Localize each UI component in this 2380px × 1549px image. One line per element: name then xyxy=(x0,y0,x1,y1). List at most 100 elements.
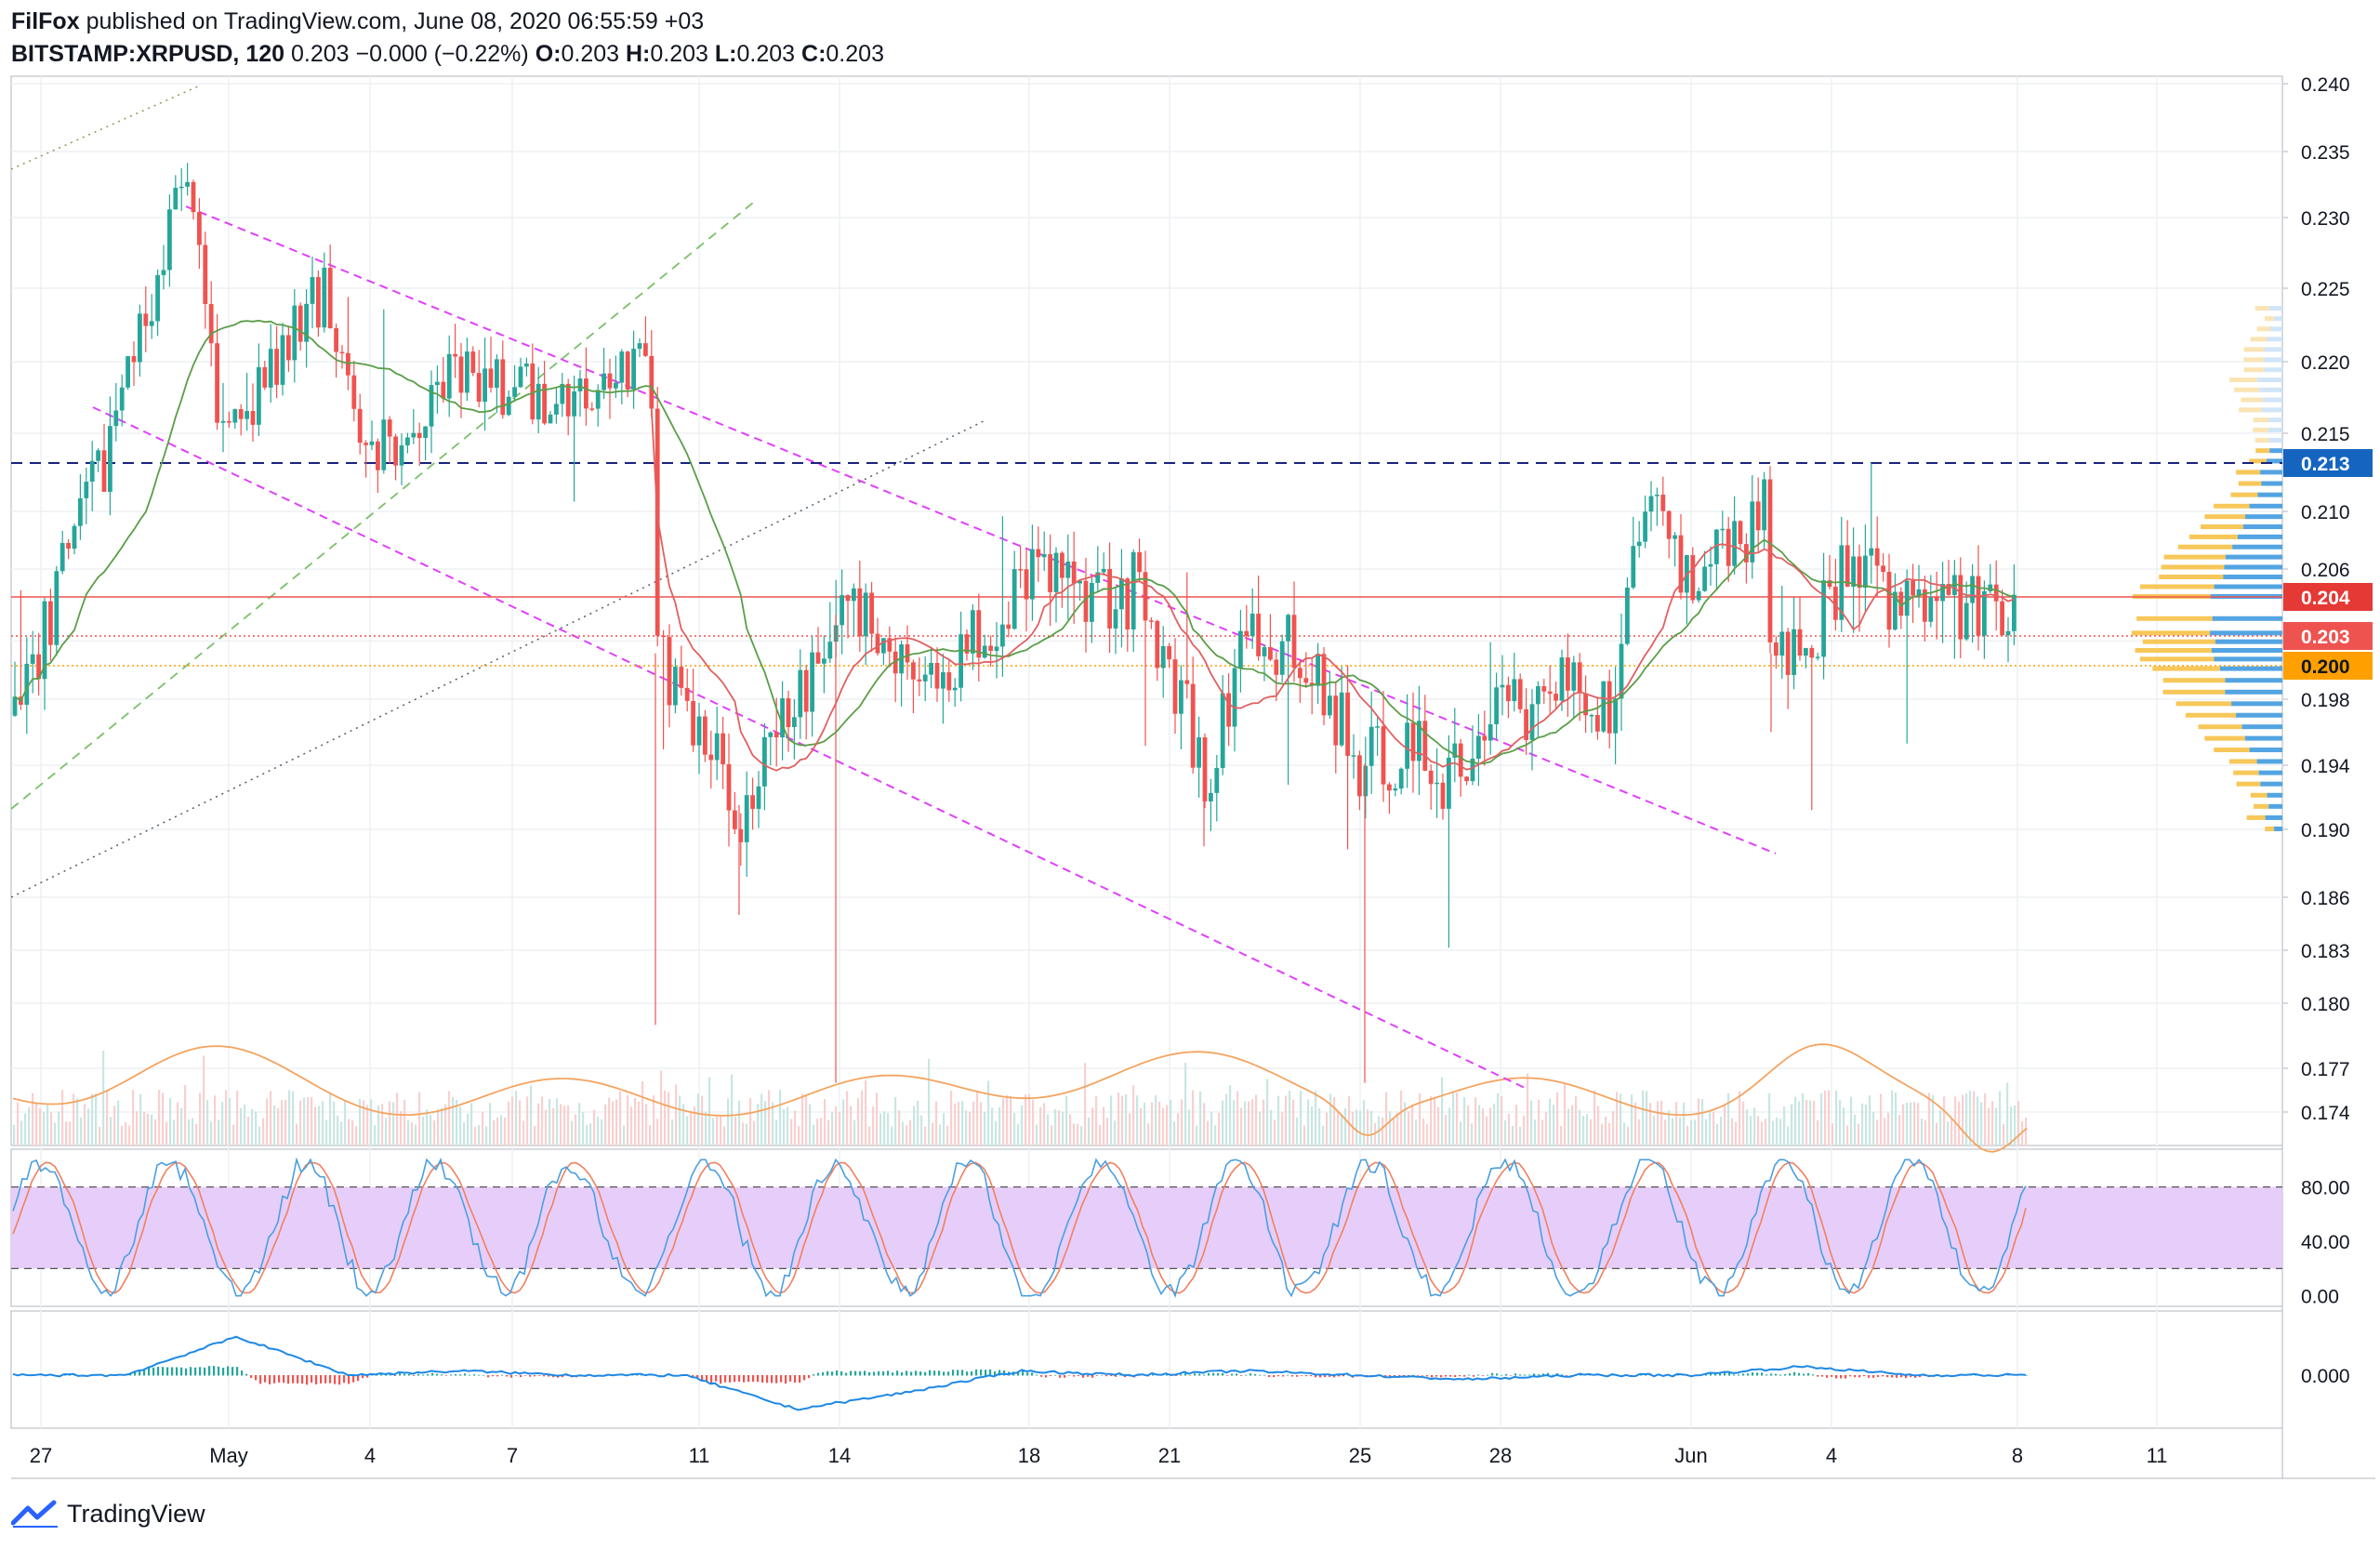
chart-header: FilFox published on TradingView.com, Jun… xyxy=(11,6,884,71)
volume-bar xyxy=(262,1118,265,1145)
volume-bar xyxy=(1928,1092,1931,1145)
volume-bar xyxy=(348,1119,350,1145)
brand-name[interactable]: TradingView xyxy=(67,1499,205,1528)
candle-body xyxy=(667,637,672,706)
macd-histogram-bar xyxy=(743,1375,746,1383)
candle-body xyxy=(1286,615,1290,642)
macd-histogram-bar xyxy=(427,1374,430,1376)
volume-bar xyxy=(615,1099,618,1145)
volume-bar xyxy=(835,1105,838,1145)
volume-bar xyxy=(1445,1115,1448,1145)
candle-body xyxy=(1160,645,1166,669)
author-name[interactable]: FilFox xyxy=(11,8,80,34)
tradingview-logo-icon[interactable] xyxy=(11,1499,60,1529)
macd-histogram-bar xyxy=(1259,1374,1262,1376)
candle-body xyxy=(1631,546,1636,588)
volume-bar xyxy=(1757,1116,1760,1145)
volume-bar xyxy=(630,1106,633,1145)
candle-body xyxy=(1529,704,1535,740)
macd-histogram-bar xyxy=(868,1371,871,1376)
macd-histogram-bar xyxy=(1110,1375,1113,1377)
candle-body xyxy=(1149,620,1154,622)
volume-bar xyxy=(1415,1119,1418,1145)
volume-bar xyxy=(1579,1109,1581,1145)
volume-bar xyxy=(660,1070,663,1145)
macd-histogram-bar xyxy=(441,1374,443,1376)
macd-histogram-bar xyxy=(273,1375,276,1384)
macd-histogram-bar xyxy=(1542,1373,1545,1376)
volume-bar xyxy=(1861,1103,1864,1145)
volume-bar xyxy=(1515,1105,1518,1145)
volume-bar xyxy=(1337,1111,1340,1145)
candle-body xyxy=(1381,726,1386,785)
macd-histogram-bar xyxy=(413,1375,416,1376)
macd-histogram-bar xyxy=(1765,1374,1768,1376)
volume-bar xyxy=(478,1125,481,1145)
volume-bar xyxy=(928,1058,931,1145)
candle-body xyxy=(1636,541,1642,547)
volume-bar xyxy=(950,1091,953,1145)
volume-bar xyxy=(366,1105,369,1145)
volume-bar xyxy=(876,1092,879,1145)
volume-bar xyxy=(1556,1092,1559,1145)
candle-body xyxy=(1256,614,1261,656)
macd-histogram-bar xyxy=(878,1370,880,1376)
vp-bar-yellow xyxy=(2162,689,2226,695)
macd-histogram-bar xyxy=(989,1369,992,1376)
candle-body xyxy=(1601,681,1606,732)
vp-bar-blue xyxy=(2223,575,2282,579)
ma-line xyxy=(14,319,2015,765)
macd-histogram-bar xyxy=(496,1375,499,1377)
candle-body xyxy=(1619,643,1624,699)
volume-bar xyxy=(255,1111,258,1145)
macd-histogram-bar xyxy=(162,1367,165,1376)
candle-body xyxy=(1606,681,1612,734)
volume-bar xyxy=(1932,1095,1935,1145)
volume-bar xyxy=(143,1111,146,1145)
macd-histogram-bar xyxy=(952,1370,955,1376)
volume-bar xyxy=(731,1074,734,1145)
volume-bar xyxy=(136,1111,139,1145)
candle-body xyxy=(994,646,999,652)
macd-histogram-bar xyxy=(1733,1374,1736,1376)
volume-bar xyxy=(1315,1090,1317,1145)
macd-histogram-bar xyxy=(297,1375,299,1384)
macd-histogram-bar xyxy=(1872,1375,1875,1378)
candle-body xyxy=(1792,629,1796,675)
volume-bar xyxy=(251,1108,254,1145)
macd-histogram-bar xyxy=(1091,1375,1094,1378)
candle-body xyxy=(1119,578,1124,610)
macd-histogram-bar xyxy=(2026,1374,2029,1376)
macd-histogram-bar xyxy=(1463,1375,1466,1377)
macd-histogram-bar xyxy=(729,1375,732,1383)
volume-bar xyxy=(1333,1096,1336,1145)
volume-bar xyxy=(787,1106,789,1145)
macd-tick-label: 0.000 xyxy=(2301,1366,2350,1387)
volume-bar xyxy=(1207,1120,1210,1145)
candle-body xyxy=(1357,755,1362,797)
macd-histogram-bar xyxy=(771,1375,774,1384)
volume-bar xyxy=(61,1090,64,1145)
candle-body xyxy=(1554,694,1558,701)
macd-histogram-bar xyxy=(845,1372,848,1376)
macd-histogram-bar xyxy=(408,1373,411,1376)
volume-bar xyxy=(400,1111,403,1145)
macd-histogram-bar xyxy=(1305,1375,1308,1377)
volume-bar xyxy=(1969,1090,1972,1145)
candle-body xyxy=(1524,708,1528,740)
vp-bar-blue xyxy=(2225,689,2282,695)
candle-body xyxy=(60,542,65,572)
candle-body xyxy=(334,328,338,352)
vp-bar-yellow xyxy=(2162,678,2226,683)
macd-histogram-bar xyxy=(1291,1375,1294,1377)
volume-bar xyxy=(1422,1119,1425,1145)
macd-histogram-bar xyxy=(445,1375,448,1376)
macd-histogram-bar xyxy=(1203,1374,1206,1376)
macd-histogram-bar xyxy=(766,1375,769,1384)
volume-bar xyxy=(1794,1096,1797,1145)
candle-body xyxy=(625,351,630,390)
vp-bar-blue xyxy=(2210,630,2282,636)
candle-body xyxy=(827,642,833,659)
symbol-name[interactable]: BITSTAMP:XRPUSD, 120 xyxy=(11,41,285,67)
